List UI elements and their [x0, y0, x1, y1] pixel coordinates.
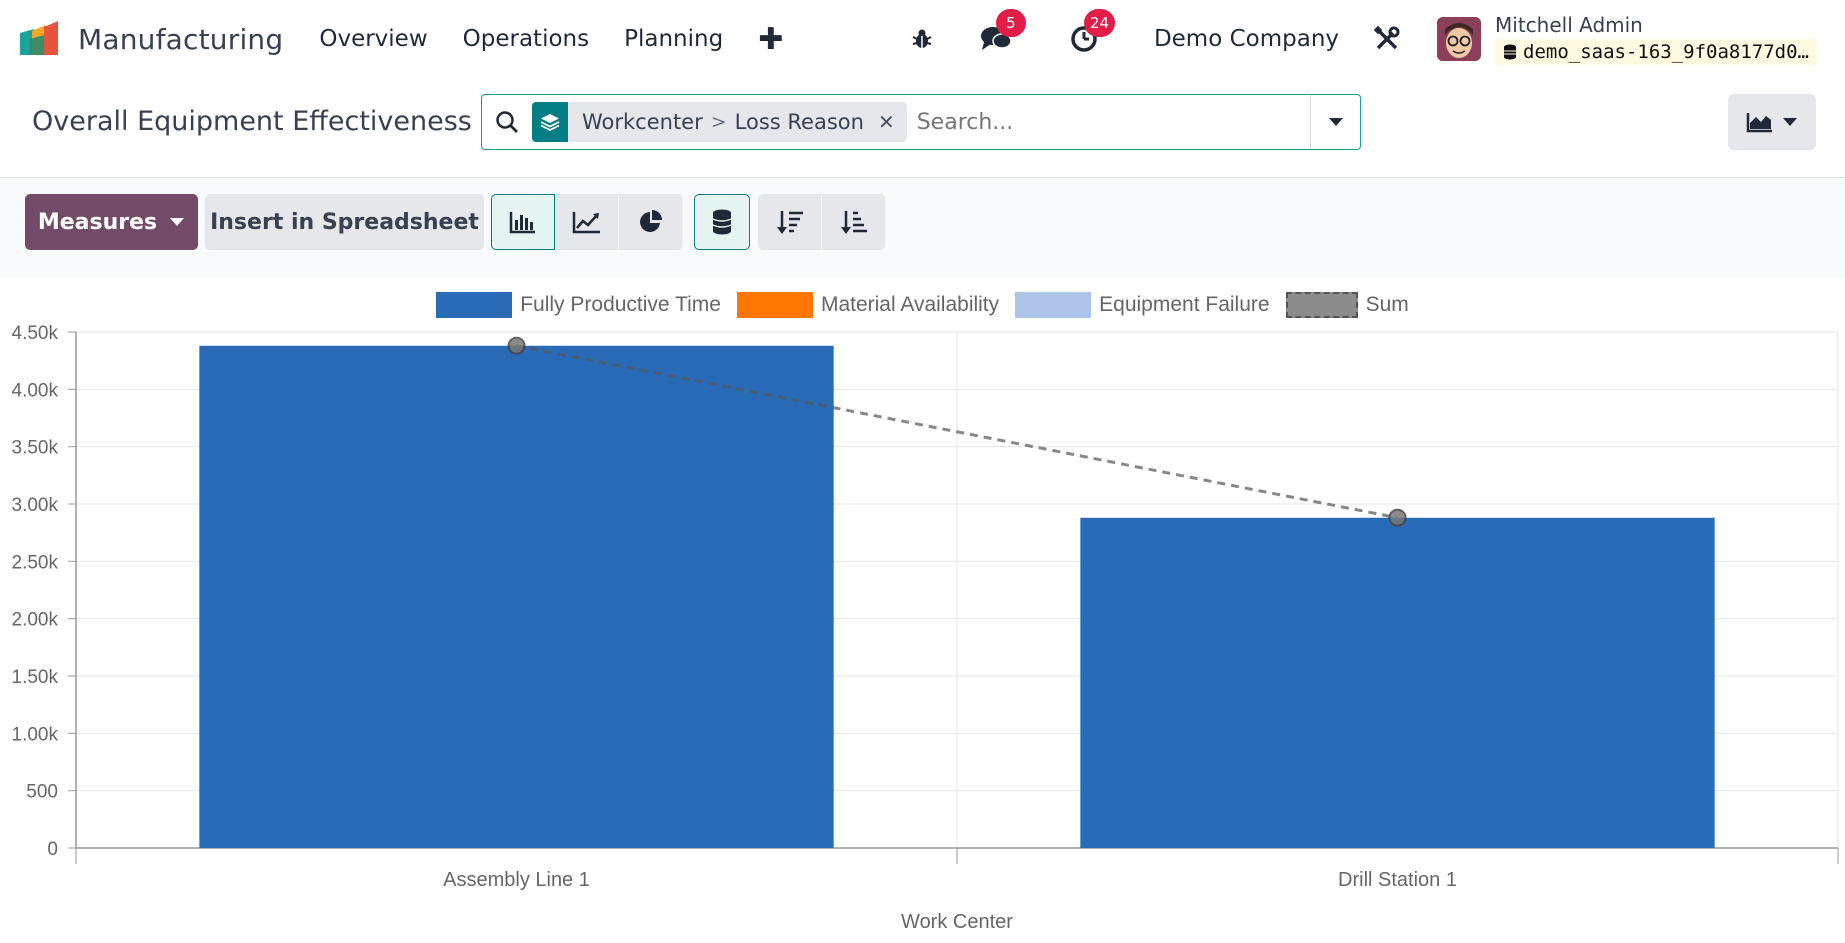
legend-item[interactable]: Material Availability [736, 292, 1000, 318]
y-tick-label: 500 [26, 782, 58, 803]
database-name: demo_saas-163_9f0a8177d0… [1495, 39, 1817, 65]
bar-chart: 0 500 1.00k 1.50k 2.00k 2.50k 3.00k 3.50k 4.00k 4… [12, 323, 1839, 933]
menu-operations[interactable]: Operations [462, 26, 590, 52]
activities-clock-icon[interactable]: 24 [1066, 9, 1116, 57]
add-menu-plus-icon[interactable]: ✚ [758, 21, 784, 57]
legend-swatch [1285, 292, 1358, 318]
measures-button[interactable]: Measures [25, 194, 198, 250]
spreadsheet-label: Insert in Spreadsheet [210, 209, 479, 235]
company-switcher[interactable]: Demo Company [1153, 26, 1340, 52]
layers-icon [532, 102, 568, 142]
menu-planning[interactable]: Planning [624, 26, 724, 52]
top-navbar: Manufacturing Overview Operations Planni… [0, 0, 1845, 78]
legend-item[interactable]: Fully Productive Time [436, 292, 721, 318]
measures-label: Measures [37, 209, 158, 235]
app-brand[interactable]: Manufacturing [20, 21, 283, 57]
page-title: Overall Equipment Effectiveness [32, 106, 472, 137]
x-category-label: Drill Station 1 [1338, 869, 1457, 891]
stack-group [694, 194, 750, 250]
bar-chart-button[interactable] [491, 194, 555, 250]
database-stack-icon [712, 209, 732, 235]
y-tick-label: 0 [47, 839, 58, 860]
user-menu[interactable]: Mitchell Admin demo_saas-163_9f0a8177d0… [1495, 13, 1817, 65]
legend-item[interactable]: Sum [1285, 292, 1409, 318]
user-avatar[interactable] [1437, 17, 1482, 61]
sort-ascending-icon [840, 211, 867, 234]
y-tick-label: 4.00k [12, 380, 59, 401]
area-chart-icon [1746, 113, 1772, 133]
chart-type-group [491, 194, 683, 250]
insert-spreadsheet-button[interactable]: Insert in Spreadsheet [205, 194, 484, 250]
line-chart-icon [572, 212, 600, 234]
pie-chart-button[interactable] [619, 194, 683, 250]
messages-count-badge: 5 [995, 9, 1026, 37]
settings-tools-icon[interactable] [1369, 21, 1405, 57]
facet-value: Workcenter > Loss Reason [568, 110, 878, 134]
legend-swatch [436, 292, 513, 318]
app-name: Manufacturing [78, 22, 284, 56]
legend-label: Sum [1365, 293, 1409, 316]
sort-group [758, 194, 886, 250]
menu-overview[interactable]: Overview [319, 26, 428, 52]
caret-down-icon [1783, 118, 1797, 126]
chart-legend: Fully Productive Time Material Availabili… [0, 292, 1845, 318]
sum-point [1388, 508, 1407, 527]
y-tick-label: 3.00k [12, 495, 59, 516]
sort-descending-button[interactable] [758, 194, 822, 250]
legend-item[interactable]: Equipment Failure [1015, 292, 1270, 318]
user-name: Mitchell Admin [1495, 13, 1643, 37]
database-icon [1504, 44, 1517, 60]
chart-area: Fully Productive Time Material Availabili… [0, 280, 1845, 943]
facet-separator: > [710, 111, 727, 133]
sum-point [507, 336, 526, 355]
y-tick-label: 3.50k [12, 438, 59, 459]
pie-chart-icon [639, 210, 662, 232]
activities-count-badge: 24 [1083, 9, 1116, 37]
facet-group-workcenter: Workcenter [582, 110, 703, 134]
manufacturing-logo-icon [20, 21, 66, 57]
y-tick-label: 1.50k [12, 667, 59, 688]
search-icon[interactable] [482, 110, 532, 134]
database-name-text: demo_saas-163_9f0a8177d0… [1523, 41, 1809, 63]
legend-label: Fully Productive Time [520, 293, 721, 316]
x-category-label: Assembly Line 1 [443, 869, 590, 891]
search-bar: Workcenter > Loss Reason ✕ [481, 94, 1361, 150]
y-tick-label: 2.00k [12, 610, 59, 631]
main-menu: Overview Operations Planning ✚ [319, 22, 783, 57]
sort-ascending-button[interactable] [822, 194, 886, 250]
bar-fully-productive-time [199, 345, 834, 848]
systray: 5 24 Demo Company Mitchell Admin demo_sa… [904, 0, 1817, 78]
debug-bug-icon[interactable] [904, 21, 940, 57]
search-input[interactable] [916, 102, 1310, 142]
legend-label: Material Availability [820, 293, 1000, 316]
stacked-toggle-button[interactable] [694, 194, 750, 250]
bar-fully-productive-time [1080, 517, 1715, 848]
caret-down-icon [1328, 118, 1343, 126]
bar-chart-icon [509, 212, 535, 234]
y-tick-label: 2.50k [12, 552, 59, 573]
sum-line [516, 344, 1398, 520]
y-tick-label: 4.50k [12, 323, 59, 344]
control-panel: Overall Equipment Effectiveness Workcent… [0, 78, 1845, 178]
x-axis-title: Work Center [901, 911, 1013, 933]
legend-label: Equipment Failure [1099, 293, 1270, 316]
groupby-facet[interactable]: Workcenter > Loss Reason ✕ [532, 102, 907, 142]
line-chart-button[interactable] [555, 194, 619, 250]
graph-toolbar: Measures Insert in Spreadsheet [0, 179, 1845, 277]
messages-chat-icon[interactable]: 5 [978, 9, 1026, 57]
legend-swatch [1015, 292, 1092, 318]
y-tick-label: 1.00k [12, 724, 59, 745]
facet-group-loss-reason: Loss Reason [734, 110, 864, 134]
caret-down-icon [170, 218, 185, 226]
facet-close-icon[interactable]: ✕ [877, 110, 895, 134]
legend-swatch [736, 292, 813, 318]
graph-view-switcher[interactable] [1728, 94, 1816, 150]
sort-descending-icon [776, 211, 803, 234]
search-options-toggle[interactable] [1310, 95, 1360, 149]
